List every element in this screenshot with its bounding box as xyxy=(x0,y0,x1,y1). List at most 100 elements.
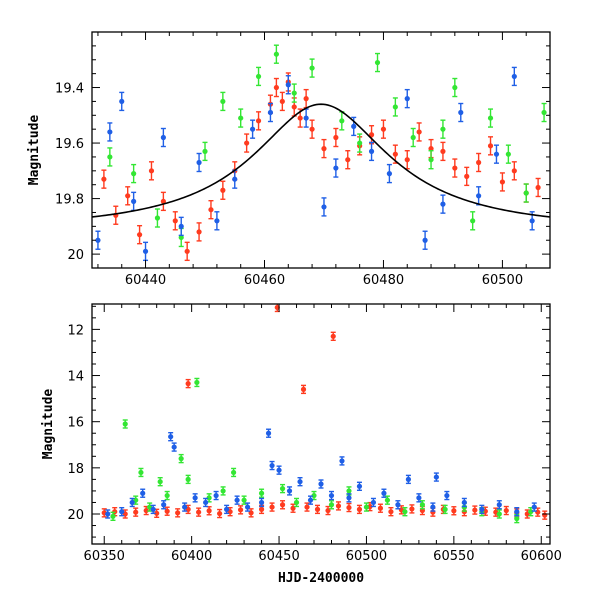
bottom-point-s0-28 xyxy=(356,504,363,515)
bottom-point-s2-21 xyxy=(307,495,314,505)
bottom-point-s0-17 xyxy=(269,502,275,512)
top-ticks: 60440 60460 60480 60500 19.4 19.6 19.8 20 xyxy=(55,31,551,288)
bottom-point-s0-24 xyxy=(325,505,331,516)
bottom-point-s1-7 xyxy=(178,453,184,464)
bottom-x-tick-label: 60450 xyxy=(258,549,299,564)
top-point-s0-24 xyxy=(345,150,351,170)
bottom-point-s0-39 xyxy=(472,505,478,515)
bottom-point-s2-38 xyxy=(514,506,520,517)
top-point-s2-15 xyxy=(333,158,339,178)
bottom-y-tick-label: 16 xyxy=(67,416,84,431)
bottom-point-s0-5 xyxy=(154,508,160,519)
bottom-point-s0-22 xyxy=(304,502,310,512)
top-point-s2-5 xyxy=(160,127,166,148)
top-y-axis-title: Magnitude xyxy=(27,115,42,186)
top-point-s0-26 xyxy=(368,125,375,145)
top-point-s0-38 xyxy=(511,161,517,181)
bottom-point-s0-46 xyxy=(542,510,548,520)
bottom-point-s0-7 xyxy=(175,508,181,518)
top-clipped-data xyxy=(92,44,550,262)
top-point-s0-5 xyxy=(160,191,166,212)
top-point-s0-37 xyxy=(499,172,506,192)
bottom-point-s1-14 xyxy=(258,488,265,498)
top-x-tick-label: 60440 xyxy=(125,273,166,288)
top-point-s1-0 xyxy=(107,147,113,167)
bottom-point-s2-9 xyxy=(192,493,198,503)
top-point-s0-30 xyxy=(416,122,422,142)
bottom-y-tick-label: 18 xyxy=(67,462,84,477)
top-x-tick-label: 60480 xyxy=(363,273,404,288)
bottom-point-s0-31 xyxy=(388,506,394,517)
bottom-plot-frame xyxy=(91,303,551,545)
top-point-s0-35 xyxy=(476,152,482,173)
top-point-s2-8 xyxy=(214,211,220,231)
bottom-point-s2-30 xyxy=(405,474,412,485)
bottom-point-s0-11 xyxy=(206,506,212,516)
bottom-point-s2-3 xyxy=(140,488,146,498)
top-point-s0-9 xyxy=(208,199,214,220)
bottom-point-s0-14 xyxy=(237,505,244,515)
bottom-point-s1-27 xyxy=(496,509,502,519)
bottom-point-s2-4 xyxy=(150,504,156,515)
top-point-s2-4 xyxy=(142,241,149,262)
bottom-point-s2-29 xyxy=(395,500,401,510)
top-y-tick-label: 20 xyxy=(67,248,84,263)
bottom-data-layer xyxy=(101,304,548,524)
top-point-s2-10 xyxy=(249,119,256,139)
bottom-y-axis-title: Magnitude xyxy=(41,389,56,460)
bottom-x-tick-label: 60500 xyxy=(346,549,387,564)
bottom-point-s1-9 xyxy=(194,377,200,388)
bottom-point-s0-20 xyxy=(290,503,296,513)
top-point-s0-27 xyxy=(380,119,387,139)
bottom-point-s0-42 xyxy=(503,505,509,516)
bottom-point-s0-45 xyxy=(535,507,541,517)
bottom-point-s2-7 xyxy=(171,442,177,452)
top-point-s1-19 xyxy=(470,211,476,231)
top-point-s1-1 xyxy=(131,163,137,184)
bottom-point-s2-15 xyxy=(258,497,265,508)
top-point-s0-33 xyxy=(452,158,458,178)
bottom-point-s2-25 xyxy=(346,493,352,503)
bottom-point-s0-15 xyxy=(248,508,254,518)
top-plot-frame xyxy=(91,31,551,269)
bottom-x-axis-title: HJD-2400000 xyxy=(278,571,364,586)
bottom-point-s2-10 xyxy=(203,497,209,508)
top-point-s1-23 xyxy=(541,102,547,123)
top-point-s1-6 xyxy=(238,108,244,128)
bottom-y-tick-label: 14 xyxy=(67,370,84,385)
top-point-s0-7 xyxy=(184,241,190,262)
top-point-s0-20 xyxy=(303,88,309,109)
top-data-layer xyxy=(92,44,550,262)
top-point-s0-1 xyxy=(113,205,119,225)
bottom-point-s2-14 xyxy=(244,502,251,512)
top-point-s1-16 xyxy=(428,150,434,170)
bottom-point-s2-31 xyxy=(416,493,422,503)
bottom-point-s0-8 xyxy=(185,378,191,389)
top-point-s0-34 xyxy=(464,166,470,187)
bottom-point-s2-28 xyxy=(381,488,387,498)
bottom-point-s2-39 xyxy=(531,502,537,512)
bottom-point-s1-8 xyxy=(185,474,191,485)
bottom-point-s2-37 xyxy=(496,500,502,510)
top-point-s0-13 xyxy=(255,111,262,131)
top-point-s1-7 xyxy=(255,66,262,87)
bottom-point-s2-22 xyxy=(318,479,324,489)
top-point-s0-40 xyxy=(535,177,541,198)
bottom-point-s2-27 xyxy=(370,497,377,508)
top-point-s0-15 xyxy=(273,77,279,98)
top-point-s2-2 xyxy=(119,91,125,112)
top-point-s2-12 xyxy=(285,75,291,95)
top-point-s1-8 xyxy=(273,44,279,64)
light-curve-zoom-panel: 60440 60460 60480 60500 19.4 19.6 19.8 20 Magni… xyxy=(27,31,551,288)
top-y-tick-label: 19.4 xyxy=(55,82,84,97)
bottom-y-tick-label: 12 xyxy=(67,323,84,338)
top-point-s0-29 xyxy=(404,150,410,170)
top-point-s1-20 xyxy=(487,108,494,128)
top-point-s0-28 xyxy=(392,144,398,164)
top-point-s2-17 xyxy=(368,141,375,162)
bottom-point-s1-12 xyxy=(230,467,237,478)
top-x-tick-label: 60460 xyxy=(244,273,285,288)
top-point-s2-1 xyxy=(107,122,113,142)
top-point-s2-19 xyxy=(404,88,410,109)
